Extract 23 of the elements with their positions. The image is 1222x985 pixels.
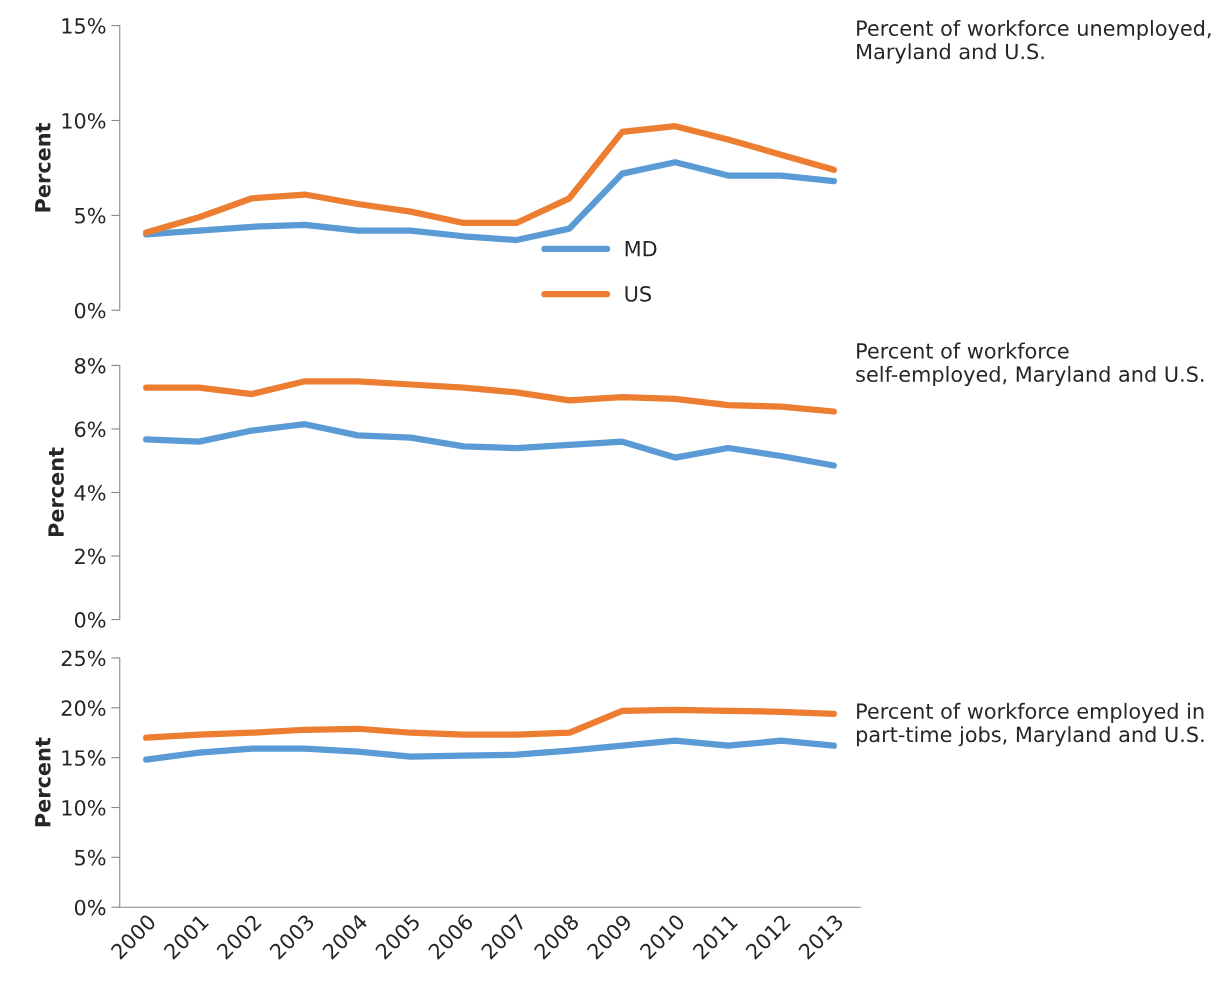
y-axis-title: Percent	[48, 447, 64, 537]
legend-label: US	[625, 285, 651, 302]
y-tick-label: 10%	[62, 799, 106, 816]
y-tick-label: 20%	[61, 700, 106, 717]
y-tick-label: 15%	[62, 18, 106, 34]
y-tick-label: 6%	[74, 421, 106, 438]
y-tick-label: 2%	[75, 548, 106, 565]
text: Percent of workforce unemployed, Maryland and U.S.	[857, 19, 1211, 64]
y-tick-label: 0%	[74, 302, 106, 319]
y-tick-label: 25%	[61, 650, 106, 667]
y-tick-label: 8%	[74, 357, 106, 374]
y-tick-label: 15%	[62, 750, 106, 766]
legend-label: MD	[625, 241, 657, 257]
y-tick-label: 10%	[62, 112, 106, 129]
y-tick-label: 0%	[74, 899, 106, 916]
y-axis-title: Percent	[35, 122, 51, 212]
y-tick-label: 4%	[74, 484, 106, 501]
text: Percent of workforce employed in part-time jobs, Maryland and U.S.	[857, 702, 1204, 747]
y-axis-title: Percent	[35, 737, 51, 827]
y-tick-label: 5%	[75, 849, 106, 866]
text: Percent of workforce self-employed, Maryland and U.S.	[856, 342, 1204, 387]
y-tick-label: 0%	[74, 612, 106, 628]
y-tick-label: 5%	[75, 207, 106, 224]
